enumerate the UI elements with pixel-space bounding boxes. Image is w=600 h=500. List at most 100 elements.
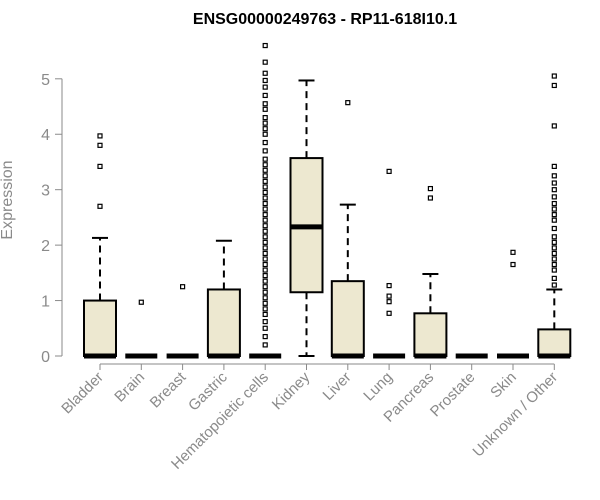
outlier-point: [262, 300, 268, 306]
outlier-point: [262, 212, 268, 218]
outlier-point: [551, 82, 557, 89]
outlier-point: [551, 173, 557, 179]
outlier-point: [262, 319, 268, 325]
outlier-point: [262, 148, 268, 154]
outlier-point: [262, 223, 268, 229]
outlier-point: [262, 295, 268, 301]
outlier-point: [262, 42, 268, 49]
outlier-point: [262, 228, 268, 234]
outlier-point: [262, 162, 268, 168]
box-bladder: [83, 133, 117, 359]
outlier-point: [262, 139, 268, 146]
x-tick-label: Bladder: [58, 369, 107, 418]
x-tick-label: Lung: [360, 369, 396, 405]
outlier-point: [262, 101, 268, 107]
outlier-point: [138, 299, 144, 305]
y-axis-label: Expression: [0, 160, 16, 239]
outlier-point: [262, 278, 268, 284]
outlier-point: [386, 293, 392, 299]
outlier-point: [262, 178, 268, 184]
outlier-point: [386, 168, 392, 174]
box-liver: [330, 100, 365, 359]
box-brain: [125, 299, 158, 359]
outlier-point: [386, 282, 392, 289]
x-tick-label: Prostate: [427, 369, 479, 421]
box-body: [413, 312, 448, 358]
outlier-point: [262, 200, 268, 207]
box-unknown-other: [537, 73, 572, 359]
outlier-point: [262, 284, 268, 290]
outlier-point: [262, 167, 268, 173]
outlier-point: [551, 187, 557, 193]
outlier-point: [551, 225, 557, 232]
outlier-point: [551, 245, 557, 251]
outlier-point: [551, 282, 557, 288]
outlier-point: [510, 261, 516, 268]
outlier-point: [262, 342, 268, 348]
x-tick-label: Kidney: [269, 368, 314, 413]
outlier-point: [262, 70, 268, 76]
outlier-point: [262, 106, 268, 112]
outlier-point: [551, 239, 557, 245]
outlier-point: [262, 92, 268, 99]
outlier-point: [262, 189, 268, 196]
outlier-point: [551, 194, 557, 200]
outlier-point: [262, 173, 268, 179]
outlier-point: [551, 267, 557, 273]
outlier-point: [97, 203, 103, 209]
y-tick-label: 1: [41, 294, 50, 311]
outlier-point: [262, 120, 268, 126]
outlier-point: [262, 289, 268, 295]
outlier-point: [386, 310, 392, 316]
outlier-point: [262, 256, 268, 262]
outlier-point: [551, 217, 557, 223]
box-body: [206, 288, 241, 358]
outlier-point: [551, 250, 557, 257]
outlier-point: [262, 131, 268, 137]
outlier-point: [262, 77, 268, 84]
outlier-point: [262, 126, 268, 132]
outlier-point: [97, 163, 103, 169]
outlier-point: [262, 311, 268, 318]
box-series: [83, 42, 572, 359]
outlier-point: [262, 217, 268, 223]
outlier-point: [551, 200, 557, 207]
outlier-point: [345, 100, 351, 106]
outlier-point: [427, 195, 433, 201]
box-pancreas: [413, 185, 448, 359]
chart-title: ENSG00000249763 - RP11-618I10.1: [193, 11, 457, 28]
outlier-point: [427, 185, 433, 192]
outlier-point: [262, 306, 268, 312]
outlier-point: [551, 123, 557, 129]
box-body: [330, 280, 365, 357]
outlier-point: [551, 206, 557, 212]
outlier-point: [97, 142, 103, 148]
outlier-point: [97, 133, 103, 139]
outlier-point: [551, 180, 557, 186]
outlier-point: [262, 245, 268, 251]
outlier-point: [551, 212, 557, 218]
outlier-point: [180, 284, 186, 290]
box-hematopoietic-cells: [249, 42, 282, 359]
outlier-point: [510, 249, 516, 255]
outlier-point: [262, 267, 268, 273]
outlier-point: [551, 275, 557, 281]
y-tick-label: 3: [41, 183, 50, 200]
x-tick-label: Brain: [111, 369, 148, 406]
outlier-point: [386, 299, 392, 305]
outlier-point: [262, 156, 268, 162]
outlier-point: [262, 325, 268, 331]
outlier-point: [262, 234, 268, 240]
outlier-point: [551, 256, 557, 262]
x-tick-label: Breast: [147, 368, 190, 411]
y-tick-label: 5: [41, 72, 50, 89]
outlier-point: [262, 239, 268, 245]
box-body: [83, 299, 117, 357]
outlier-point: [262, 333, 268, 340]
box-skin: [497, 249, 529, 359]
box-lung: [373, 168, 406, 359]
box-body: [537, 328, 572, 357]
outlier-point: [262, 195, 268, 201]
